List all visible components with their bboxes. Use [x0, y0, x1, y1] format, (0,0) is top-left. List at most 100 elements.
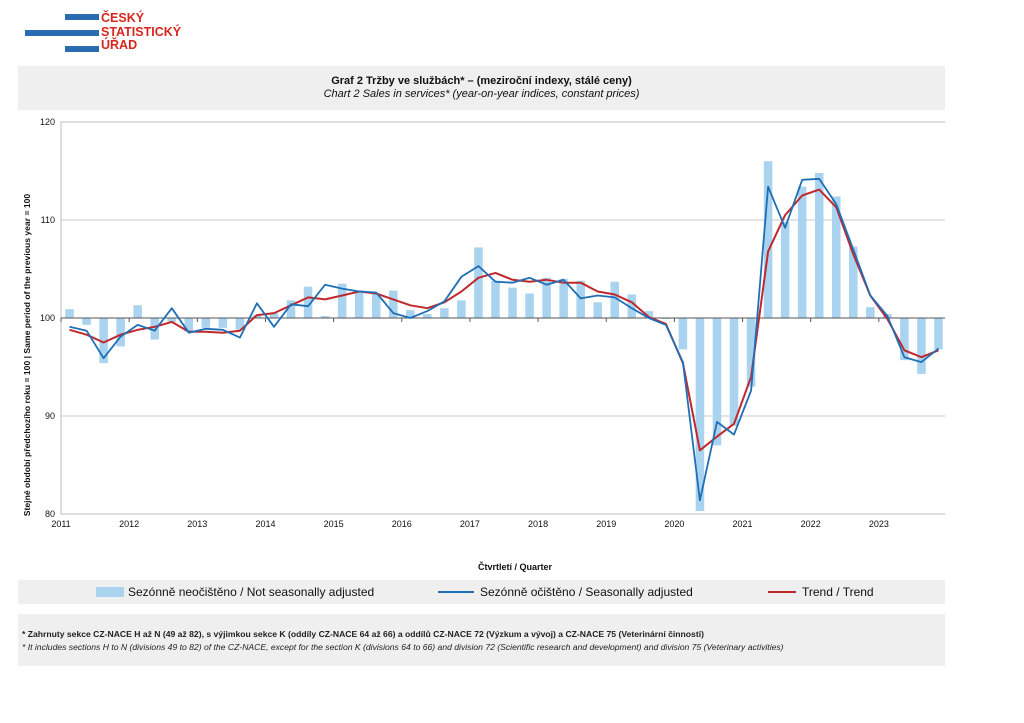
y-axis-label: Stejné období předchozího roku = 100 | S…: [22, 194, 32, 517]
bar: [627, 294, 637, 318]
logo-text: ČESKÝ STATISTICKÝ ÚŘAD: [101, 11, 182, 53]
bar: [831, 196, 841, 318]
bar: [82, 318, 91, 325]
bar: [695, 318, 705, 512]
bar: [559, 278, 568, 318]
bar: [440, 308, 449, 318]
bar: [354, 290, 364, 318]
bar: [388, 290, 398, 318]
bar: [184, 318, 194, 332]
bar: [934, 318, 943, 350]
y-tick-label-90: 90: [45, 411, 55, 421]
footnote-english: * It includes sections H to N (divisions…: [22, 642, 784, 652]
bar: [337, 283, 347, 318]
x-tick-label-2013: 2013: [187, 519, 207, 529]
bar: [763, 161, 773, 318]
y-tick-label-120: 120: [40, 117, 55, 127]
legend-label-seasonally-adjusted: Sezónně očištěno / Seasonally adjusted: [480, 585, 693, 599]
bar: [712, 318, 722, 446]
legend-swatch-seasonally-adjusted: [438, 591, 474, 593]
bar: [235, 318, 245, 330]
x-axis-label: Čtvrtletí / Quarter: [478, 561, 553, 572]
bar: [900, 318, 909, 361]
bar: [133, 305, 142, 318]
bar: [644, 311, 654, 318]
legend: Sezónně neočištěno / Not seasonally adju…: [18, 580, 945, 604]
bar: [542, 277, 551, 318]
legend-swatch-trend: [768, 591, 796, 593]
axis-layer: [60, 317, 947, 322]
x-tick-label-2014: 2014: [255, 519, 275, 529]
x-tick-label-2012: 2012: [119, 519, 139, 529]
bar: [508, 287, 517, 318]
bar: [99, 318, 108, 364]
y-tick-label-80: 80: [45, 509, 55, 519]
x-tick-label-2022: 2022: [801, 519, 821, 529]
y-tick-label-100: 100: [40, 313, 55, 323]
x-tick-label-2018: 2018: [528, 519, 548, 529]
bar: [780, 221, 790, 318]
chart-title-panel: Graf 2 Tržby ve službách* – (meziroční i…: [18, 66, 945, 110]
footnote-czech: * Zahrnuty sekce CZ-NACE H až N (49 až 8…: [22, 629, 704, 639]
bar: [457, 300, 466, 318]
legend-label-bars: Sezónně neočištěno / Not seasonally adju…: [128, 585, 375, 599]
bar: [866, 307, 875, 318]
bar: [371, 293, 381, 318]
bar: [150, 318, 159, 340]
bars-layer: [65, 161, 943, 512]
bar: [252, 315, 262, 318]
bar: [814, 172, 824, 318]
bar: [423, 314, 432, 318]
footnotes: * Zahrnuty sekce CZ-NACE H až N (49 až 8…: [18, 614, 945, 666]
bar: [729, 318, 739, 426]
bar: [849, 246, 858, 318]
logo-line-3: ÚŘAD: [101, 38, 138, 52]
bar: [320, 316, 330, 318]
logo-mark: [25, 14, 105, 54]
bar: [491, 280, 500, 318]
chart-area: 80 90 100 110 120 2011 2012 2013 2014 2015 2016 201…: [18, 110, 948, 580]
x-tick-label-2023: 2023: [869, 519, 889, 529]
chart-svg: 80 90 100 110 120 2011 2012 2013 2014 2015 2016 201…: [22, 117, 948, 572]
x-tick-label-2016: 2016: [392, 519, 412, 529]
bar: [303, 286, 313, 318]
bar: [678, 318, 688, 350]
seasonally-adjusted-line: [69, 177, 940, 502]
bar: [525, 293, 534, 318]
x-tick-label-2017: 2017: [460, 519, 480, 529]
bar: [65, 309, 74, 318]
bar: [269, 313, 279, 318]
x-tick-label-2011: 2011: [51, 519, 70, 529]
legend-swatch-bars: [96, 587, 124, 597]
x-tick-label-2019: 2019: [596, 519, 616, 529]
bar: [593, 302, 602, 318]
bar: [917, 318, 926, 374]
legend-label-trend: Trend / Trend: [802, 585, 874, 599]
bar: [218, 318, 228, 328]
logo-line-1: ČESKÝ: [101, 11, 145, 25]
logo-line-2: STATISTICKÝ: [101, 24, 182, 39]
bar: [797, 186, 807, 318]
bar: [610, 281, 620, 318]
bar: [576, 280, 585, 318]
chart-title: Graf 2 Tržby ve službách* – (meziroční i…: [331, 75, 632, 87]
legend-item-seasonally-adjusted: Sezónně očištěno / Seasonally adjusted: [438, 585, 693, 599]
labels-layer: 80 90 100 110 120 2011 2012 2013 2014 2015 2016 201…: [40, 117, 889, 529]
bar: [116, 318, 125, 347]
legend-item-trend: Trend / Trend: [768, 585, 874, 599]
trend-line: [69, 188, 939, 452]
bar: [167, 318, 177, 322]
lines-layer: [69, 177, 940, 502]
csu-logo: ČESKÝ STATISTICKÝ ÚŘAD: [25, 11, 225, 56]
bar: [746, 318, 756, 387]
x-tick-label-2021: 2021: [733, 519, 753, 529]
bar: [474, 247, 483, 318]
bar: [406, 310, 415, 318]
x-tick-label-2020: 2020: [664, 519, 684, 529]
legend-item-bars: Sezónně neočištěno / Not seasonally adju…: [96, 585, 374, 599]
bar: [286, 300, 296, 318]
x-tick-label-2015: 2015: [324, 519, 344, 529]
bar: [201, 318, 211, 328]
y-tick-label-110: 110: [41, 215, 55, 225]
chart-subtitle: Chart 2 Sales in services* (year-on-year…: [323, 88, 640, 100]
